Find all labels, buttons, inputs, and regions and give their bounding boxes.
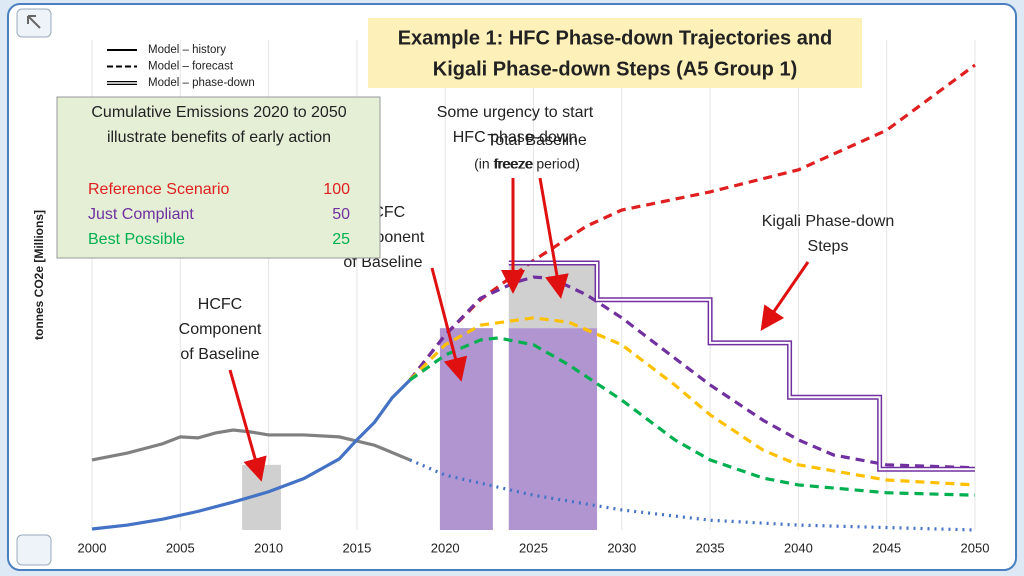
urgency-note: Some urgency to start	[437, 104, 594, 121]
box-row-name: Just Compliant	[88, 206, 194, 223]
abc-icon[interactable]	[16, 534, 52, 566]
x-tick-label: 2000	[78, 540, 107, 555]
box-heading: Cumulative Emissions 2020 to 2050	[91, 104, 346, 121]
x-tick-label: 2020	[431, 540, 460, 555]
kigali-note: Kigali Phase-down	[762, 213, 895, 230]
kigali-note: Steps	[808, 238, 849, 255]
title-background	[368, 18, 862, 88]
box-row-value: 50	[332, 206, 350, 223]
box-row-value: 25	[332, 231, 350, 248]
box-row-name: Best Possible	[88, 231, 185, 248]
chart-title: Example 1: HFC Phase-down Trajectories a…	[398, 27, 833, 49]
x-tick-label: 2010	[254, 540, 283, 555]
box-row-value: 100	[323, 181, 350, 198]
arrow	[538, 177, 569, 299]
box-row-name: Reference Scenario	[88, 181, 230, 198]
x-tick-label: 2035	[696, 540, 725, 555]
hcfc-note: Component	[179, 321, 262, 338]
series-line	[408, 275, 976, 470]
hcfc-note: HCFC	[198, 296, 242, 313]
chart-title: Kigali Phase-down Steps (A5 Group 1)	[433, 58, 798, 80]
legend-label: Model – phase-down	[148, 77, 255, 89]
title-area: Example 1: HFC Phase-down Trajectories a…	[368, 18, 862, 88]
step-line-inner	[508, 261, 975, 471]
urgency-note: HFC phase-down	[453, 129, 578, 146]
box-heading: illustrate benefits of early action	[107, 129, 331, 146]
y-axis-label: tonnes CO2e [Millions]	[32, 210, 46, 340]
x-tick-label: 2015	[342, 540, 371, 555]
arrow	[760, 261, 810, 331]
arrow	[430, 267, 468, 382]
baseline-note: Total Baseline	[487, 132, 587, 149]
x-tick-label: 2030	[607, 540, 636, 555]
cumulative-box: Cumulative Emissions 2020 to 2050 illustr…	[56, 96, 381, 259]
x-tick-label: 2050	[961, 540, 990, 555]
baseline-note: (in freeze period)	[474, 156, 580, 172]
x-tick-label: 2005	[166, 540, 195, 555]
legend-label: Model – history	[148, 44, 226, 56]
box-background	[56, 96, 381, 259]
bar-segment	[439, 328, 493, 530]
x-tick-label: 2040	[784, 540, 813, 555]
bar-segment	[508, 265, 598, 329]
x-tick-label: 2025	[519, 540, 548, 555]
freeze-note: freeze	[495, 156, 534, 172]
bar-segment	[508, 328, 598, 530]
x-tick-label: 2045	[872, 540, 901, 555]
legend-label: Model – forecast	[148, 61, 234, 73]
hcfc-note: of Baseline	[180, 346, 259, 363]
series-line	[408, 316, 976, 487]
series-line	[409, 458, 976, 532]
series-line	[408, 336, 976, 497]
series-line	[91, 378, 412, 531]
series-line	[91, 428, 411, 462]
back-arrow	[27, 15, 41, 29]
arrow	[228, 369, 267, 482]
